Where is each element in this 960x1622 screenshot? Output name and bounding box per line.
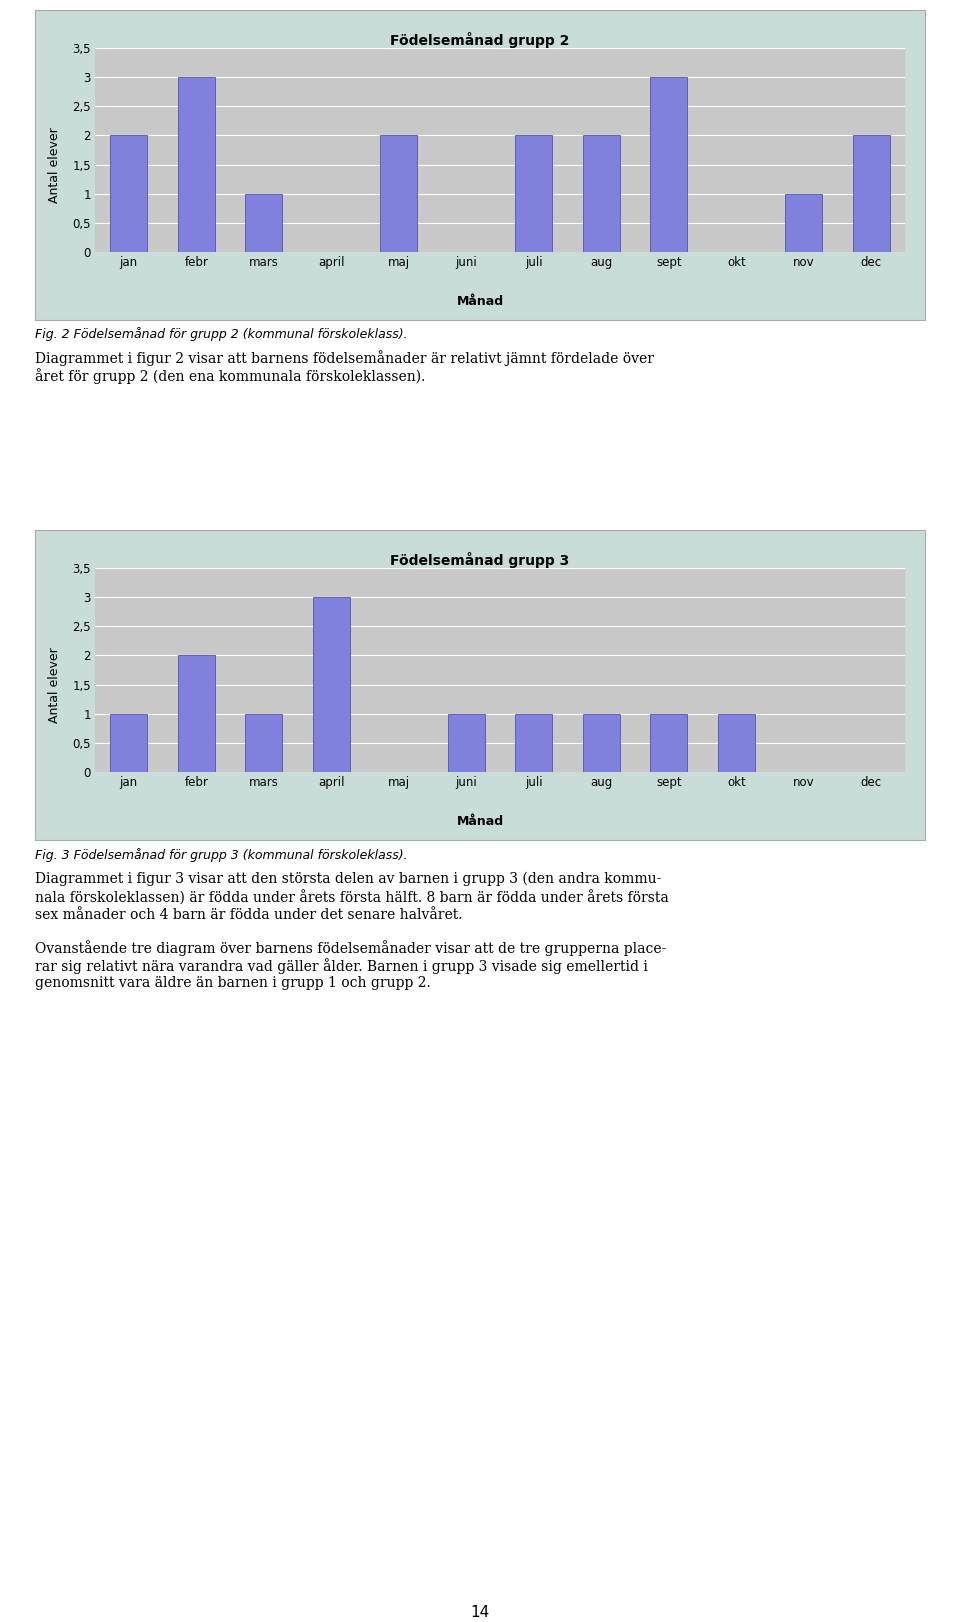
Bar <box>516 714 552 772</box>
Text: Diagrammet i figur 3 visar att den största delen av barnen i grupp 3 (den andra : Diagrammet i figur 3 visar att den störs… <box>35 873 661 886</box>
Bar <box>447 714 485 772</box>
Bar <box>583 135 620 251</box>
Text: Ovanstående tre diagram över barnens födelsemånader visar att de tre grupperna p: Ovanstående tre diagram över barnens föd… <box>35 941 666 955</box>
Text: Antal elever: Antal elever <box>48 127 61 203</box>
Bar <box>110 135 147 251</box>
Bar <box>852 135 890 251</box>
Text: Diagrammet i figur 2 visar att barnens födelsemånader är relativt jämnt fördelad: Diagrammet i figur 2 visar att barnens f… <box>35 350 654 367</box>
Bar <box>516 135 552 251</box>
Text: 14: 14 <box>470 1606 490 1620</box>
Bar <box>583 714 620 772</box>
Text: Månad: Månad <box>456 814 504 827</box>
Text: nala förskoleklassen) är födda under årets första hälft. 8 barn är födda under å: nala förskoleklassen) är födda under åre… <box>35 890 669 905</box>
Text: Månad: Månad <box>456 295 504 308</box>
Text: året för grupp 2 (den ena kommunala förskoleklassen).: året för grupp 2 (den ena kommunala förs… <box>35 368 425 384</box>
Bar <box>313 597 349 772</box>
Text: Födelsemånad grupp 2: Födelsemånad grupp 2 <box>391 32 569 47</box>
Bar <box>650 78 687 251</box>
Bar <box>178 78 215 251</box>
Bar <box>785 193 823 251</box>
Text: sex månader och 4 barn är födda under det senare halvåret.: sex månader och 4 barn är födda under de… <box>35 908 463 921</box>
Text: Antal elever: Antal elever <box>48 647 61 723</box>
Bar <box>110 714 147 772</box>
Text: rar sig relativt nära varandra vad gäller ålder. Barnen i grupp 3 visade sig eme: rar sig relativt nära varandra vad gälle… <box>35 959 648 973</box>
Bar <box>245 714 282 772</box>
Bar <box>178 655 215 772</box>
Bar <box>718 714 755 772</box>
Text: Fig. 2 Födelsemånad för grupp 2 (kommunal förskoleklass).: Fig. 2 Födelsemånad för grupp 2 (kommuna… <box>35 328 408 341</box>
Bar <box>245 193 282 251</box>
Text: Fig. 3 Födelsemånad för grupp 3 (kommunal förskoleklass).: Fig. 3 Födelsemånad för grupp 3 (kommuna… <box>35 848 408 861</box>
Text: genomsnitt vara äldre än barnen i grupp 1 och grupp 2.: genomsnitt vara äldre än barnen i grupp … <box>35 976 431 989</box>
Text: Födelsemånad grupp 3: Födelsemånad grupp 3 <box>391 551 569 568</box>
Bar <box>650 714 687 772</box>
Bar <box>380 135 418 251</box>
